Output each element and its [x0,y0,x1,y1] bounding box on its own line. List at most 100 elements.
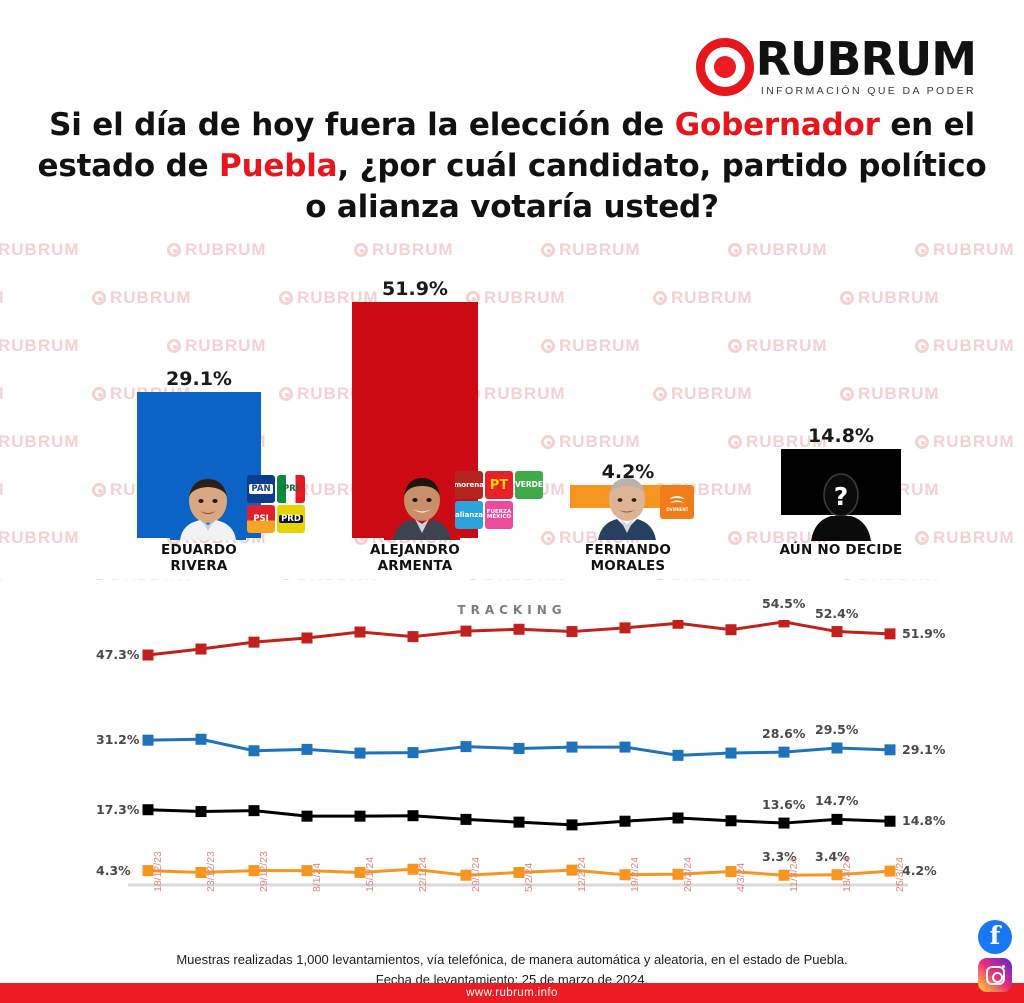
instagram-icon[interactable] [978,958,1012,992]
tracking-point [354,866,366,878]
tracking-value-label: 29.5% [815,722,859,737]
tracking-point [195,866,207,878]
brand-name: RUBRUM [755,32,977,86]
tracking-point [248,865,260,877]
photo-undecided: ? [805,469,877,541]
title-highlight-gobernador: Gobernador [674,107,880,143]
title-part-3: , ¿por cuál candidato, partido político … [305,147,987,225]
tracking-value-label: 28.6% [762,726,806,742]
tracking-point [778,869,790,881]
tracking-x-label: 26/2/24 [682,856,694,892]
party-badge-verde: VERDE [515,471,543,499]
tracking-point [142,734,154,746]
tracking-point [301,810,313,822]
svg-text:MOVIMIENTO: MOVIMIENTO [666,507,688,512]
tracking-value-label: 14.8% [902,813,946,829]
tracking-point [301,743,313,755]
tracking-x-label: 18/12/23 [152,851,164,892]
website-bar: www.rubrum.info [0,983,1024,1003]
party-badge-prd: PRD [277,505,305,533]
tracking-point [831,813,843,825]
tracking-point [407,863,419,875]
tracking-point [831,626,843,638]
tracking-point [248,745,260,757]
party-badge-pan: PAN [247,475,275,503]
tracking-point [884,815,896,827]
tracking-x-label: 19/2/24 [629,856,641,892]
tracking-point [725,624,737,636]
tracking-point [513,742,525,754]
party-badge-pri: PRI [277,475,305,503]
bar-label-rivera: EDUARDO RIVERA [161,542,237,574]
tracking-point [725,747,737,759]
tracking-point [407,747,419,759]
tracking-point [513,816,525,828]
party-badge-psi: PSI [247,505,275,533]
tracking-x-label: 15/1/24 [364,856,376,892]
tracking-point [301,632,313,644]
bar-label-morales: FERNANDO MORALES [584,542,672,574]
tracking-x-label: 11/3/24 [788,857,800,892]
tracking-point [142,865,154,877]
brand-tagline: INFORMACIÓN QUE DA PODER [760,84,976,97]
photo-rivera [170,475,246,540]
tracking-point [407,810,419,822]
tracking-x-label: 22/1/24 [417,856,429,892]
tracking-chart: 47.3% 54.5% 52.4% 51.9% 31.2% 28.6% 29.5% 29.1%… [0,596,1024,920]
brand-logo: RUBRUM INFORMACIÓN QUE DA PODER [695,32,977,97]
tracking-point [778,620,790,628]
title-highlight-puebla: Puebla [219,147,338,184]
social-links: f [978,920,1012,996]
tracking-point [195,806,207,818]
bar-value-undecided: 14.8% [808,425,874,447]
tracking-x-label: 23/12/23 [205,851,217,892]
tracking-value-label: 52.4% [815,605,859,621]
tracking-point [672,620,684,629]
tracking-point [831,869,843,881]
photo-morales [591,475,663,540]
tracking-value-label: 47.3% [96,647,140,663]
tracking-point [460,741,472,753]
tracking-x-label: 4/3/24 [735,862,747,892]
tracking-value-label: 3.4% [815,848,850,864]
tracking-point [354,747,366,759]
tracking-point [725,815,737,827]
bar-value-morales: 4.2% [601,461,655,483]
tracking-title: TRACKING [457,603,567,617]
tracking-value-label: 31.2% [96,732,140,748]
page-title: Si el día de hoy fuera la elección de Go… [30,105,994,228]
tracking-value-label: 4.2% [902,863,937,879]
tracking-point [884,744,896,756]
party-badges-armenta: morena PT VERDE alianza FUERZA MÉXICO [455,471,549,529]
website-url[interactable]: www.rubrum.info [466,987,558,999]
facebook-icon[interactable]: f [978,920,1012,954]
tracking-point [195,643,207,655]
tracking-point [778,817,790,829]
tracking-point [672,812,684,824]
tracking-point [513,866,525,878]
tracking-point [354,810,366,822]
party-badge-fuerza-mexico: FUERZA MÉXICO [485,501,513,529]
tracking-point [566,819,578,831]
party-badge-mc: MOVIMIENTO [660,485,694,519]
tracking-point [407,631,419,643]
tracking-point [142,804,154,816]
bar-label-undecided: AÚN NO DECIDE [779,542,903,558]
tracking-x-label: 29/1/24 [470,856,482,892]
title-part-2: en el estado de [37,107,976,184]
tracking-point [248,805,260,817]
party-badges-rivera: PAN PRI PSI PRD [247,475,309,533]
tracking-x-label: 8/1/24 [311,862,323,892]
rubrum-target-icon [695,38,754,96]
tracking-value-label: 51.9% [902,625,946,641]
tracking-point [566,741,578,753]
svg-text:?: ? [834,482,849,511]
tracking-value-label: 54.5% [762,595,806,611]
tracking-point [619,869,631,881]
tracking-point [778,746,790,758]
party-badge-pt: PT [485,471,513,499]
tracking-point [619,741,631,753]
party-badges-morales: MOVIMIENTO [660,485,694,519]
tracking-point [354,626,366,638]
